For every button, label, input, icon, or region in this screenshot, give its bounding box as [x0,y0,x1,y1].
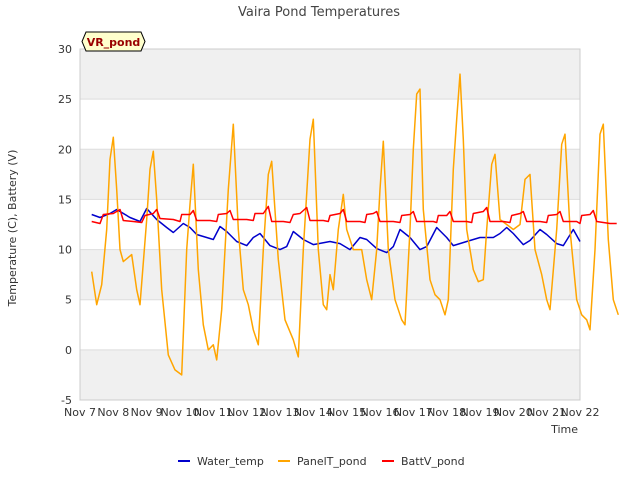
x-tick-label: Nov 19 [461,406,500,419]
series-line-panelt-pond [90,73,620,376]
legend-label: PanelT_pond [297,455,367,468]
x-tick-label: Nov 15 [327,406,366,419]
y-axis-label: Temperature (C), Battery (V) [6,150,19,308]
grid-band [80,299,580,350]
y-tick-label: 10 [58,244,72,257]
x-tick-label: Nov 12 [227,406,266,419]
x-tick-label: Nov 20 [494,406,533,419]
x-tick-label: Nov 8 [97,406,129,419]
y-tick-label: 15 [58,193,72,206]
plot-frame [79,48,581,401]
y-tick-label: 0 [65,344,72,357]
x-tick-label: Nov 17 [394,406,433,419]
y-tick-label: 20 [58,143,72,156]
legend-item: Water_temp [178,455,264,468]
x-axis-label: Time [550,423,578,436]
y-tick-label: 30 [58,43,72,56]
x-tick-label: Nov 22 [561,406,600,419]
x-tick-label: Nov 18 [427,406,466,419]
x-tick-label: Nov 14 [294,406,333,419]
grid-band [80,349,580,400]
annotation-label: VR_pond [87,36,141,49]
series-line-water-temp [91,207,581,254]
legend-label: Water_temp [197,455,264,468]
x-tick-label: Nov 13 [261,406,300,419]
x-tick-label: Nov 10 [161,406,200,419]
grid-band [80,99,580,150]
grid-band [80,49,580,100]
x-tick-label: Nov 9 [131,406,163,419]
x-tick-label: Nov 16 [361,406,400,419]
legend: Water_temp PanelT_pond BattV_pond [178,455,465,468]
y-tick-label: 5 [65,294,72,307]
x-tick-label: Nov 21 [527,406,566,419]
chart-title: Vaira Pond Temperatures [238,5,400,20]
legend-label: BattV_pond [401,455,465,468]
y-tick-label: -5 [61,394,72,407]
legend-item: BattV_pond [382,455,465,468]
x-tick-label: Nov 7 [64,406,96,419]
series-line-battv-pond [91,205,617,225]
annotation-frame [81,31,146,52]
x-tick-label: Nov 11 [194,406,233,419]
annotation-box: VR_pond [81,31,146,52]
legend-item: PanelT_pond [278,455,367,468]
y-tick-label: 25 [58,93,72,106]
